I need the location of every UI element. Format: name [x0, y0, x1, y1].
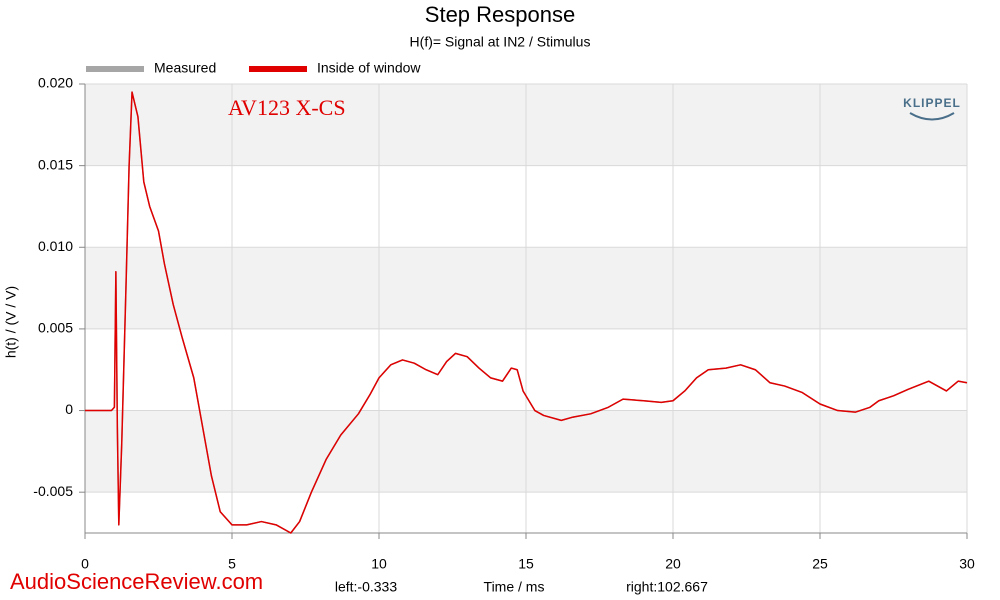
logo-swoosh — [909, 112, 955, 121]
legend-swatch — [86, 66, 144, 72]
y-tick-label: 0.015 — [38, 156, 73, 172]
logo: KLIPPEL — [903, 96, 961, 110]
x-tick-label: 10 — [371, 556, 387, 572]
x-tick-label: 20 — [665, 556, 681, 572]
chart-title: Step Response — [425, 2, 575, 27]
right-note: right:102.667 — [626, 579, 708, 595]
y-tick-label: 0 — [65, 401, 73, 417]
legend-label: Inside of window — [317, 60, 421, 76]
x-tick-label: 0 — [81, 556, 89, 572]
y-tick-label: 0.005 — [38, 320, 73, 336]
x-tick-label: 15 — [518, 556, 534, 572]
grid — [79, 83, 968, 539]
series-line — [85, 91, 968, 534]
x-tick-label: 25 — [812, 556, 828, 572]
y-tick-label: -0.005 — [33, 483, 73, 499]
watermark: AudioScienceReview.com — [10, 569, 263, 594]
y-tick-label: 0.020 — [38, 75, 73, 91]
y-axis-label: h(t) / (V / V) — [3, 286, 19, 358]
annotation: AV123 X-CS — [228, 95, 346, 120]
x-tick-label: 5 — [228, 556, 236, 572]
x-axis-label: Time / ms — [484, 579, 545, 595]
chart-subtitle: H(f)= Signal at IN2 / Stimulus — [410, 34, 591, 50]
y-tick-label: 0.010 — [38, 238, 73, 254]
left-note: left:-0.333 — [335, 579, 397, 595]
lines — [85, 91, 968, 534]
legend-label: Measured — [154, 60, 216, 76]
legend-swatch — [249, 66, 307, 72]
x-tick-label: 30 — [959, 556, 975, 572]
